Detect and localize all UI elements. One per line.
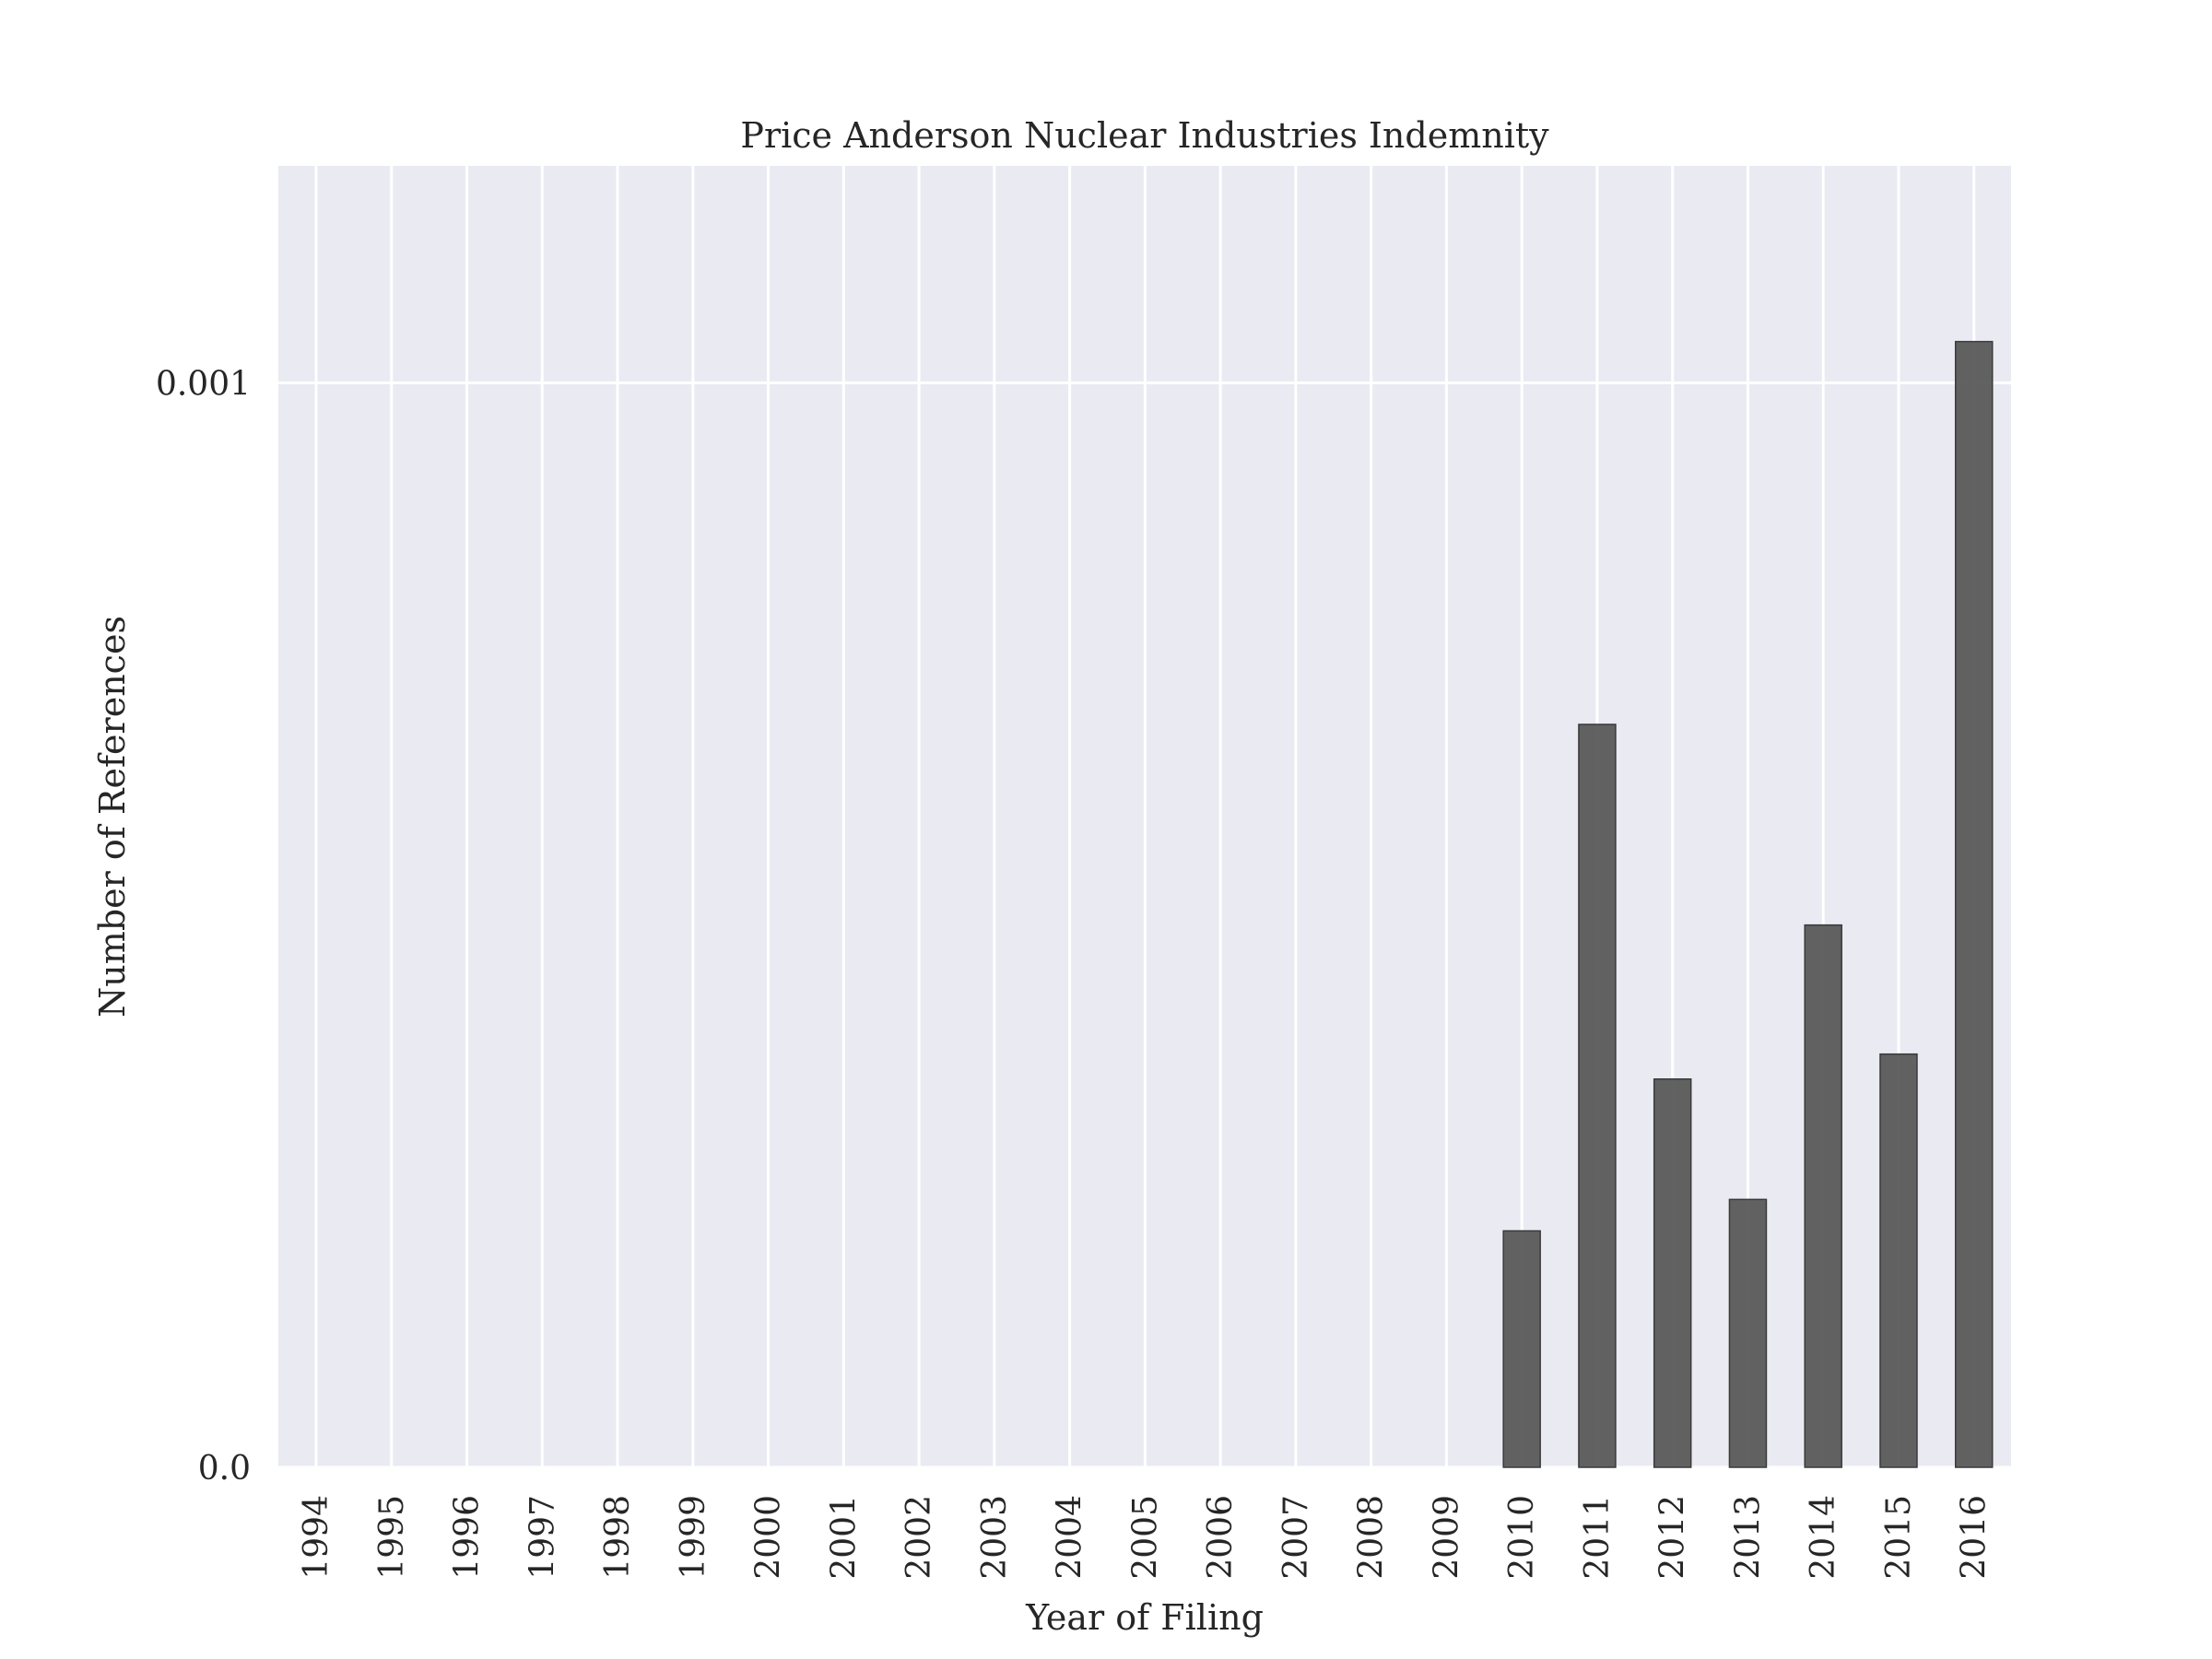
x-tick-label: 1994 <box>298 1495 335 1580</box>
x-tick-label: 2008 <box>1353 1495 1391 1580</box>
x-tick-label: 1999 <box>675 1495 712 1580</box>
x-tick-label: 2000 <box>750 1495 788 1580</box>
x-tick-label: 2007 <box>1277 1495 1315 1580</box>
bar-2016 <box>1954 340 1994 1468</box>
x-tick-label: 1998 <box>599 1495 637 1580</box>
y-tick-labels: 0.0 0.001 <box>156 365 251 1488</box>
x-tick-label: 2001 <box>825 1495 863 1580</box>
x-tick-label: 2016 <box>1956 1495 1994 1580</box>
x-tick-label: 2002 <box>900 1495 938 1580</box>
bar-2013 <box>1728 1198 1768 1468</box>
x-tick-label: 1995 <box>373 1495 411 1580</box>
x-tick-label: 2013 <box>1729 1495 1767 1580</box>
x-tick-label: 2012 <box>1654 1495 1692 1580</box>
x-tick-label: 1997 <box>524 1495 561 1580</box>
x-tick-label: 2011 <box>1579 1495 1617 1580</box>
bar-2011 <box>1578 724 1617 1468</box>
x-tick-label: 2014 <box>1805 1495 1842 1580</box>
x-tick-label: 2006 <box>1202 1495 1240 1580</box>
y-axis-label: Number of References <box>92 616 133 1018</box>
bar-2014 <box>1804 924 1842 1468</box>
bars <box>1502 340 1994 1468</box>
x-tick-label: 2010 <box>1503 1495 1541 1580</box>
y-tick-label: 0.001 <box>156 365 251 403</box>
x-tick-label: 2009 <box>1428 1495 1465 1580</box>
bar-2010 <box>1502 1230 1541 1468</box>
x-tick-label: 1996 <box>449 1495 487 1580</box>
x-tick-label: 2003 <box>976 1495 1014 1580</box>
x-tick-label: 2004 <box>1052 1495 1089 1580</box>
x-tick-label: 2005 <box>1126 1495 1164 1580</box>
chart-title: Price Anderson Nuclear Industries Indemn… <box>740 115 1549 156</box>
bar-2012 <box>1653 1078 1692 1468</box>
x-tick-label: 2015 <box>1880 1495 1918 1580</box>
y-tick-label: 0.0 <box>198 1450 251 1488</box>
x-axis-label: Year of Filing <box>1025 1597 1264 1638</box>
x-tick-labels: 1994 1995 1996 1997 1998 1999 2000 2001 2002 2003… <box>298 1495 1994 1580</box>
bar-2015 <box>1879 1053 1918 1468</box>
